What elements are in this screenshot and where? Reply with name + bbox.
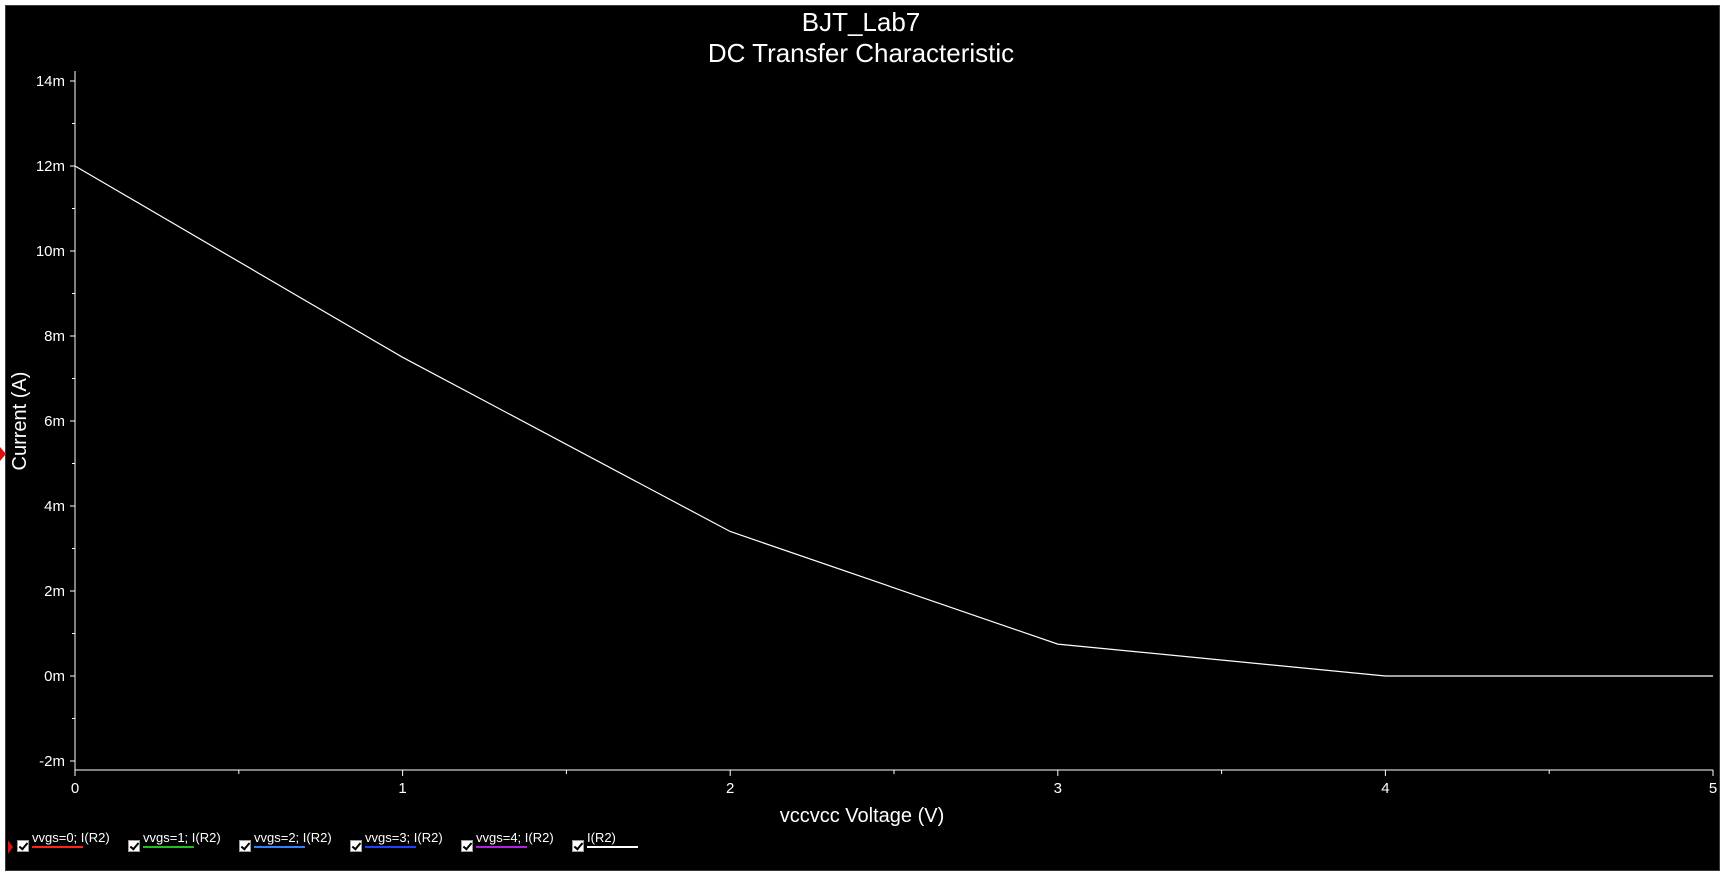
- y-axis-marker-icon: [0, 447, 6, 461]
- chart-subtitle: DC Transfer Characteristic: [708, 38, 1014, 68]
- y-tick-label: -2m: [39, 753, 65, 770]
- y-tick-label: 2m: [44, 583, 65, 600]
- legend-label: I(R2): [587, 830, 616, 845]
- x-tick-label: 2: [726, 780, 734, 797]
- legend-label: vvgs=4; I(R2): [476, 830, 554, 845]
- legend-swatch: [587, 846, 638, 848]
- legend-item[interactable]: vvgs=1; I(R2): [125, 830, 236, 856]
- legend: vvgs=0; I(R2) vvgs=1; I(R2) vvgs=2; I(R2) v…: [14, 830, 680, 856]
- legend-checkbox[interactable]: [572, 840, 584, 852]
- legend-checkbox[interactable]: [17, 840, 29, 852]
- legend-checkbox[interactable]: [239, 840, 251, 852]
- legend-swatch: [32, 846, 83, 848]
- y-tick-label: 6m: [44, 413, 65, 430]
- legend-marker-icon: [8, 840, 13, 854]
- legend-label: vvgs=3; I(R2): [365, 830, 443, 845]
- y-tick-label: 14m: [36, 73, 65, 90]
- plot-area: [5, 5, 1720, 871]
- legend-swatch: [476, 846, 527, 848]
- y-tick-label: 10m: [36, 243, 65, 260]
- chart-title: BJT_Lab7: [802, 7, 921, 37]
- y-tick-label: 4m: [44, 498, 65, 515]
- legend-label: vvgs=2; I(R2): [254, 830, 332, 845]
- y-tick-label: 8m: [44, 328, 65, 345]
- y-tick-label: 0m: [44, 668, 65, 685]
- series-line: [74, 165, 1713, 677]
- legend-checkbox[interactable]: [461, 840, 473, 852]
- x-tick-label: 5: [1709, 780, 1717, 797]
- legend-swatch: [143, 846, 194, 848]
- x-axis-label: vccvcc Voltage (V): [780, 805, 945, 827]
- legend-item[interactable]: vvgs=4; I(R2): [458, 830, 569, 856]
- legend-item[interactable]: vvgs=2; I(R2): [236, 830, 347, 856]
- x-tick-label: 1: [398, 780, 406, 797]
- x-tick-label: 0: [71, 780, 79, 797]
- legend-swatch: [254, 846, 305, 848]
- legend-item[interactable]: vvgs=3; I(R2): [347, 830, 458, 856]
- legend-checkbox[interactable]: [128, 840, 140, 852]
- legend-checkbox[interactable]: [350, 840, 362, 852]
- legend-label: vvgs=0; I(R2): [32, 830, 110, 845]
- legend-swatch: [365, 846, 416, 848]
- top-strip: [0, 0, 1721, 5]
- legend-item[interactable]: vvgs=0; I(R2): [14, 830, 125, 856]
- x-tick-label: 3: [1054, 780, 1062, 797]
- legend-label: vvgs=1; I(R2): [143, 830, 221, 845]
- y-axis-label: Current (A): [9, 372, 31, 471]
- y-tick-label: 12m: [36, 158, 65, 175]
- legend-item[interactable]: I(R2): [569, 830, 680, 856]
- x-tick-label: 4: [1381, 780, 1389, 797]
